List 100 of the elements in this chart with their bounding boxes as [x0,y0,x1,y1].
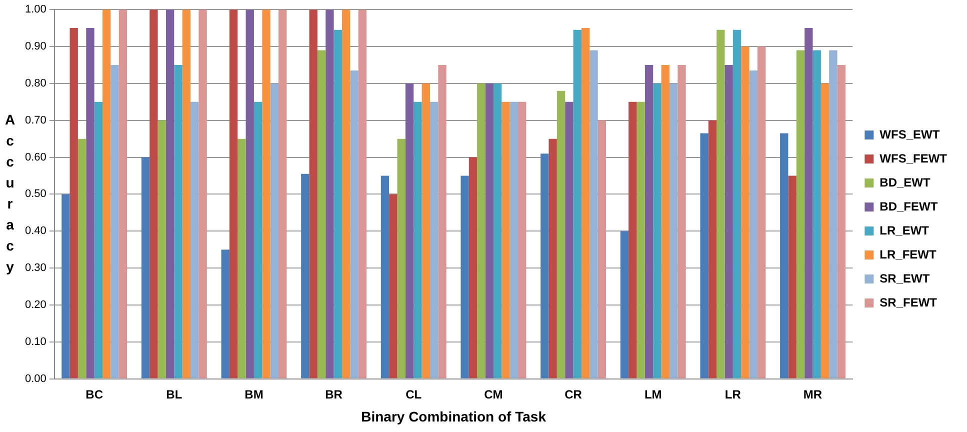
bar [661,64,670,378]
y-tick-label: 0.80 [24,77,46,90]
y-tick-label: 0.70 [24,114,46,126]
bar [62,194,70,378]
bar [804,28,813,378]
legend-label: LR_FEWT [880,247,938,262]
y-tick-label: 1.00 [24,4,46,16]
bar [565,102,574,378]
bar [556,90,566,378]
bar [301,174,310,378]
bar [380,176,390,378]
y-tick-label: 0.30 [24,262,46,274]
x-tick-label: CR [564,387,582,402]
x-tick-label: LR [724,387,742,402]
bar [820,83,830,378]
bar [150,10,158,378]
bar [405,83,414,378]
bar [158,120,166,378]
bar [636,102,645,378]
x-tick-label: MR [803,387,822,402]
bar [254,102,262,378]
y-tick-label: 0.50 [24,188,46,200]
bar [174,64,182,378]
bar [78,138,86,378]
x-tick-label: BM [244,387,264,402]
legend-label: WFS_FEWT [880,151,948,166]
bar [118,10,128,378]
bar [540,154,549,378]
bar [102,10,111,378]
bar [598,120,606,378]
bar [166,10,174,378]
legend-label: SR_FEWT [880,295,938,310]
bar [110,64,119,378]
bar [397,138,406,378]
bar [438,64,446,378]
bar [485,83,494,378]
bar [678,64,686,378]
y-tick-label: 0.90 [24,40,46,53]
bar [653,83,662,378]
bar [477,83,486,378]
y-tick-label: 0.00 [24,372,46,385]
bar [548,138,557,378]
bar [86,28,94,378]
bar [334,30,342,378]
x-tick-label: BL [166,387,182,402]
bar [422,83,430,378]
bar [350,70,358,378]
legend-label: WFS_EWT [880,127,940,142]
bar [278,10,287,378]
bar [238,138,246,378]
legend-label: SR_EWT [880,271,930,286]
bar [573,30,582,378]
bar [796,50,805,378]
x-tick-label: CL [406,387,422,402]
bar [788,176,796,378]
bar [493,83,502,378]
bar [757,46,766,378]
bar [716,30,725,378]
bar [502,102,510,378]
bar [229,10,238,378]
bar [190,102,199,378]
legend-label: BD_FEWT [880,199,938,214]
bar [732,30,742,378]
bar [829,50,838,378]
bar [430,102,438,378]
bar [837,64,846,378]
bar [141,157,150,378]
bar [221,250,230,378]
bar [510,102,518,378]
x-tick-label: BC [86,387,104,402]
bar [70,28,78,378]
bar [468,157,478,378]
bar [628,102,637,378]
bar [700,133,708,378]
bar [669,83,678,378]
bar [182,10,191,378]
legend-label: LR_EWT [880,223,930,238]
bar [358,10,367,378]
bar [389,194,398,378]
y-tick-label: 0.40 [24,225,46,238]
bar [590,50,598,378]
bar [460,176,469,378]
bar [270,83,279,378]
x-tick-label: BR [325,387,343,402]
bar [749,70,758,378]
legend-label: BD_EWT [880,175,932,190]
y-tick-label: 0.60 [24,151,46,164]
bar [780,133,788,378]
bar [741,46,750,378]
bar [724,64,733,378]
x-tick-label: CM [484,387,503,402]
bar [644,64,654,378]
x-tick-label: LM [644,387,662,402]
bar [309,10,318,378]
bar [812,50,821,378]
bar [620,231,629,378]
bar [198,10,207,378]
bar [94,102,103,378]
y-axis-title: Accuracy [4,112,16,275]
bar [342,10,350,378]
